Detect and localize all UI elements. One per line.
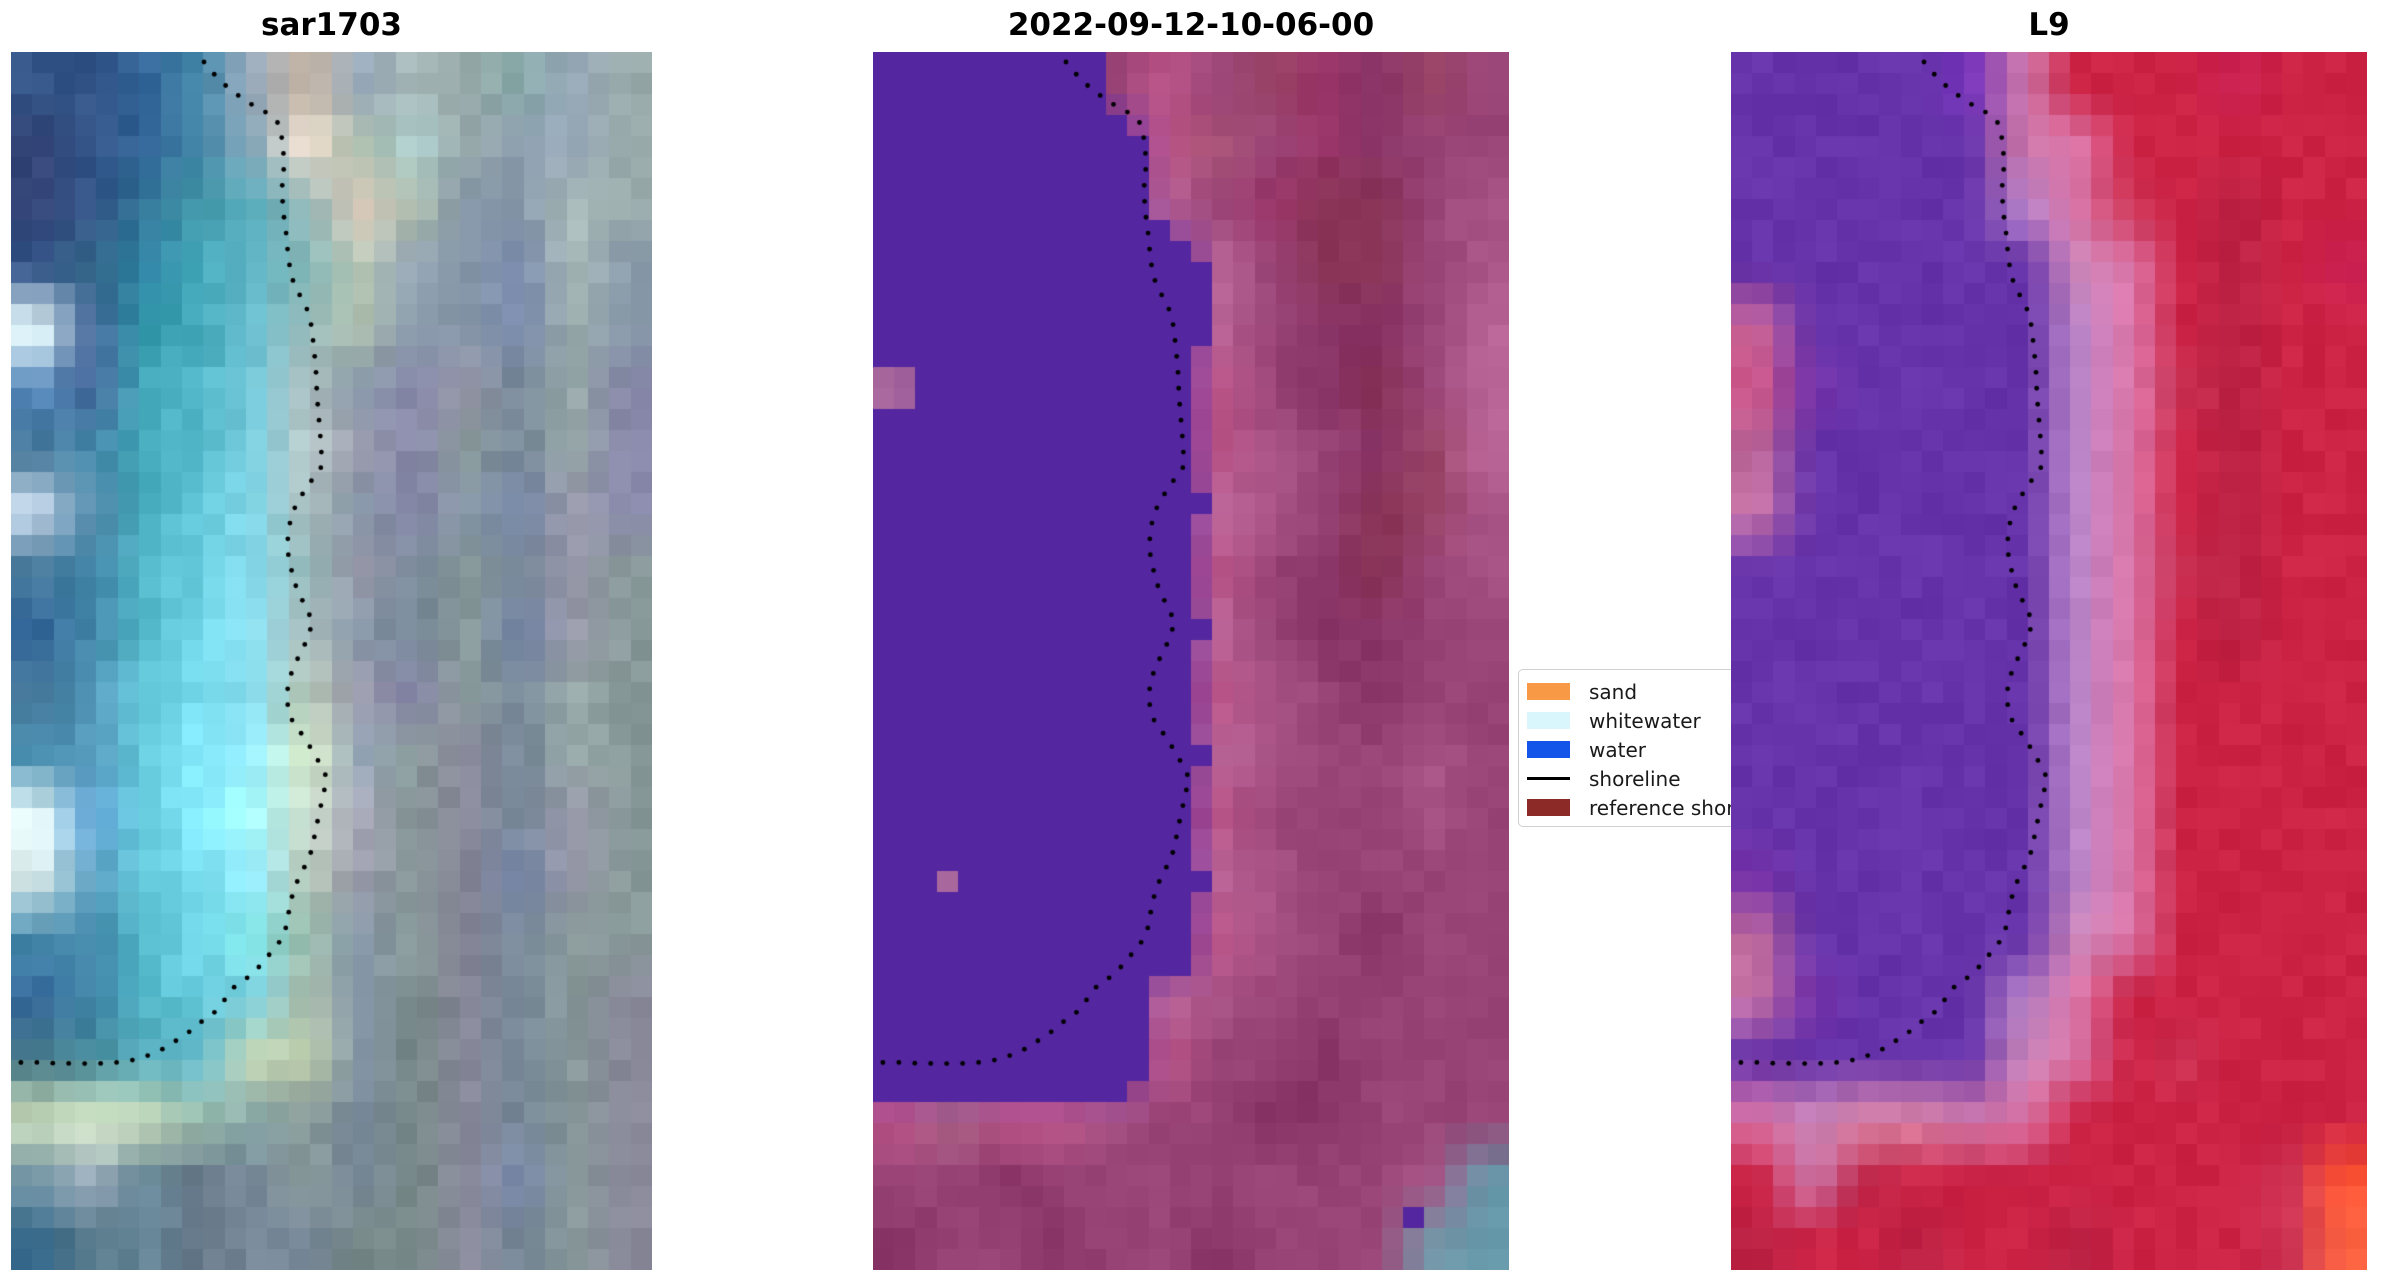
panel-classified [873, 52, 1509, 1270]
legend-item-reference-shoreline: reference shoreline [1527, 793, 1782, 822]
legend-item-shoreline: shoreline [1527, 764, 1761, 793]
panel-title-date: 2022-09-12-10-06-00 [1007, 7, 1375, 43]
legend-label-sand: sand [1589, 679, 1638, 704]
legend: sand whitewater water shoreline referenc… [1518, 669, 1782, 827]
legend-item-whitewater: whitewater [1527, 706, 1761, 735]
sar-image [11, 52, 652, 1270]
legend-label-whitewater: whitewater [1589, 708, 1701, 733]
legend-item-sand: sand [1527, 677, 1761, 706]
shoreline-line-icon [1527, 770, 1570, 787]
legend-label-shoreline: shoreline [1589, 766, 1681, 791]
panel-title-l9: L9 [2028, 7, 2070, 43]
panel-title-sar1703: sar1703 [261, 7, 402, 43]
whitewater-swatch-icon [1527, 712, 1570, 729]
legend-label-water: water [1589, 737, 1646, 762]
reference-shoreline-swatch-icon [1527, 799, 1570, 816]
panel-sar1703 [11, 52, 652, 1270]
legend-item-water: water [1527, 735, 1761, 764]
sand-swatch-icon [1527, 683, 1570, 700]
classification-image [873, 52, 1509, 1270]
l9-image [1731, 52, 2367, 1270]
water-swatch-icon [1527, 741, 1570, 758]
panel-l9 [1731, 52, 2367, 1270]
